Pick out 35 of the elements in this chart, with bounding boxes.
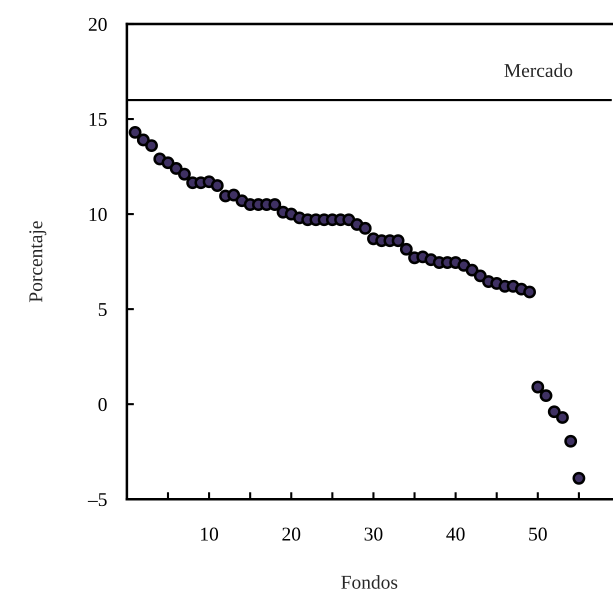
point [556, 411, 569, 424]
point [128, 126, 142, 139]
x-tick-label: 40 [446, 528, 465, 541]
point [358, 222, 372, 235]
ref-line-label: Mercado [504, 63, 572, 78]
point [523, 286, 536, 298]
point [392, 234, 404, 248]
y-tick-label: –5 [88, 493, 107, 506]
point [227, 188, 240, 202]
point [145, 139, 158, 152]
x-tick-label: 30 [364, 528, 382, 541]
x-tick-label: 50 [529, 528, 547, 541]
point [572, 472, 586, 485]
point [466, 264, 478, 277]
y-axis-title: Porcentaje [29, 221, 46, 302]
point [548, 405, 561, 418]
point [178, 168, 191, 181]
x-tick-label: 10 [201, 528, 218, 541]
point [136, 134, 150, 146]
y-tick-label: 15 [90, 112, 107, 126]
x-tick-label: 20 [282, 528, 300, 541]
x-axis-title: Fondos [341, 575, 398, 589]
point [268, 198, 282, 211]
point [400, 242, 413, 256]
point [210, 179, 224, 192]
point [531, 380, 544, 394]
point [540, 389, 552, 402]
y-tick-label: 20 [88, 18, 107, 31]
point [564, 434, 578, 448]
y-tick-label: 10 [90, 208, 107, 222]
y-tick-label: 0 [98, 398, 107, 412]
y-tick-label: 5 [98, 303, 107, 316]
point [170, 162, 183, 175]
point [474, 269, 487, 282]
point [162, 156, 174, 170]
